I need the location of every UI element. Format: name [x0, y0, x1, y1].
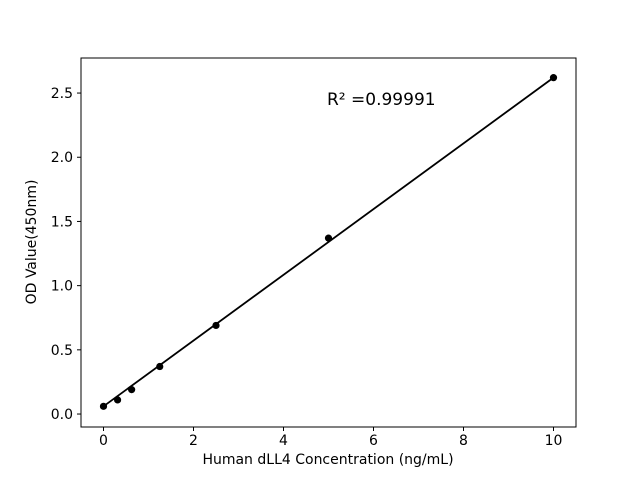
x-tick-label: 4: [279, 433, 288, 449]
data-point: [99, 402, 108, 410]
x-tick-label: 2: [189, 433, 198, 449]
plot-frame: [80, 57, 577, 428]
y-tick-label: 0.5: [51, 343, 73, 359]
x-axis-label: Human dLL4 Concentration (ng/mL): [202, 452, 454, 468]
y-tick-label: 0.0: [51, 407, 73, 423]
data-point: [324, 234, 333, 242]
r-squared-annotation: R² =0.99991: [327, 90, 436, 110]
x-tick-label: 6: [369, 433, 378, 449]
fit-line: [102, 76, 555, 408]
y-tick-label: 2.5: [51, 86, 73, 102]
x-tick-label: 10: [545, 433, 563, 449]
data-point: [156, 362, 164, 371]
data-point: [113, 396, 122, 404]
data-point: [549, 74, 558, 82]
data-point: [212, 321, 220, 330]
x-tick-label: 0: [99, 433, 108, 449]
y-tick-label: 2.0: [51, 150, 73, 166]
data-point: [128, 386, 136, 394]
x-tick-label: 8: [459, 433, 468, 449]
y-axis-label: OD Value(450nm): [24, 179, 40, 305]
y-tick-label: 1.0: [51, 279, 73, 295]
y-tick-label: 1.5: [51, 214, 73, 230]
